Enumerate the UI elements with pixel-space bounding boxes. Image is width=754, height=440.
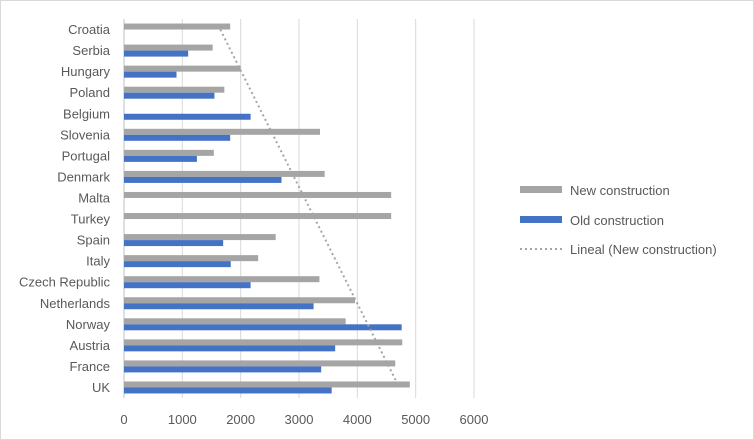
gridlines xyxy=(123,19,475,398)
bar-new-construction xyxy=(124,44,213,51)
bar-new-construction xyxy=(124,297,355,304)
bar-old-construction xyxy=(124,113,251,120)
bar-old-construction xyxy=(124,303,314,310)
x-tick-label: 6000 xyxy=(460,412,489,427)
category-label: Belgium xyxy=(63,106,110,121)
legend-swatch-new-construction xyxy=(520,186,562,193)
bar-old-construction xyxy=(124,282,251,289)
legend: New construction Old construction Lineal (… xyxy=(520,183,717,257)
bar-new-construction xyxy=(124,170,325,177)
bar-new-construction xyxy=(124,23,231,30)
bar-new-construction xyxy=(124,149,214,156)
category-label: Spain xyxy=(77,233,110,248)
x-tick-label: 2000 xyxy=(226,412,255,427)
bars xyxy=(124,23,410,394)
bar-old-construction xyxy=(124,387,332,394)
category-label: Serbia xyxy=(72,43,110,58)
trendline xyxy=(219,29,401,388)
bar-new-construction xyxy=(124,234,276,241)
bar-old-construction xyxy=(124,71,177,78)
bar-old-construction xyxy=(124,261,231,268)
category-label: Italy xyxy=(86,254,110,269)
category-label: Turkey xyxy=(71,212,111,227)
category-label: Croatia xyxy=(68,22,111,37)
legend-swatch-old-construction xyxy=(520,216,562,223)
category-label: Slovenia xyxy=(60,127,111,142)
legend-label-old-construction: Old construction xyxy=(570,213,664,228)
category-labels: Croatia Serbia Hungary Poland Belgium Sloveni… xyxy=(19,22,111,395)
category-label: Malta xyxy=(78,190,111,205)
category-label: Czech Republic xyxy=(19,275,111,290)
bar-new-construction xyxy=(124,360,396,367)
category-label: Hungary xyxy=(61,64,111,79)
bar-old-construction xyxy=(124,176,282,183)
bar-new-construction xyxy=(124,339,403,346)
x-tick-label: 3000 xyxy=(285,412,314,427)
bar-new-construction xyxy=(124,191,392,198)
category-label: Netherlands xyxy=(40,296,111,311)
category-label: Denmark xyxy=(57,169,110,184)
x-tick-label: 0 xyxy=(120,412,127,427)
legend-label-new-construction: New construction xyxy=(570,183,670,198)
bar-old-construction xyxy=(124,50,189,57)
bar-new-construction xyxy=(124,381,410,388)
x-tick-label: 5000 xyxy=(401,412,430,427)
bar-old-construction xyxy=(124,240,224,247)
bar-new-construction xyxy=(124,65,241,72)
legend-label-trendline: Lineal (New construction) xyxy=(570,242,717,257)
trendline-line xyxy=(219,29,401,388)
bar-new-construction xyxy=(124,255,259,262)
category-label: Austria xyxy=(70,338,111,353)
x-tick-labels: 0 1000 2000 3000 4000 5000 6000 xyxy=(120,412,488,427)
bar-old-construction xyxy=(124,324,402,331)
bar-old-construction xyxy=(124,155,197,162)
bar-new-construction xyxy=(124,276,320,283)
bar-new-construction xyxy=(124,213,392,220)
bar-old-construction xyxy=(124,366,322,373)
category-label: Norway xyxy=(66,317,111,332)
bar-old-construction xyxy=(124,92,215,99)
bar-old-construction xyxy=(124,134,231,141)
bar-new-construction xyxy=(124,128,320,135)
category-label: UK xyxy=(92,380,110,395)
x-tick-label: 1000 xyxy=(168,412,197,427)
category-label: Portugal xyxy=(62,148,111,163)
x-tick-label: 4000 xyxy=(343,412,372,427)
bar-new-construction xyxy=(124,318,346,325)
bar-new-construction xyxy=(124,86,225,93)
bar-old-construction xyxy=(124,345,336,352)
category-label: Poland xyxy=(70,85,110,100)
category-label: France xyxy=(70,359,110,374)
